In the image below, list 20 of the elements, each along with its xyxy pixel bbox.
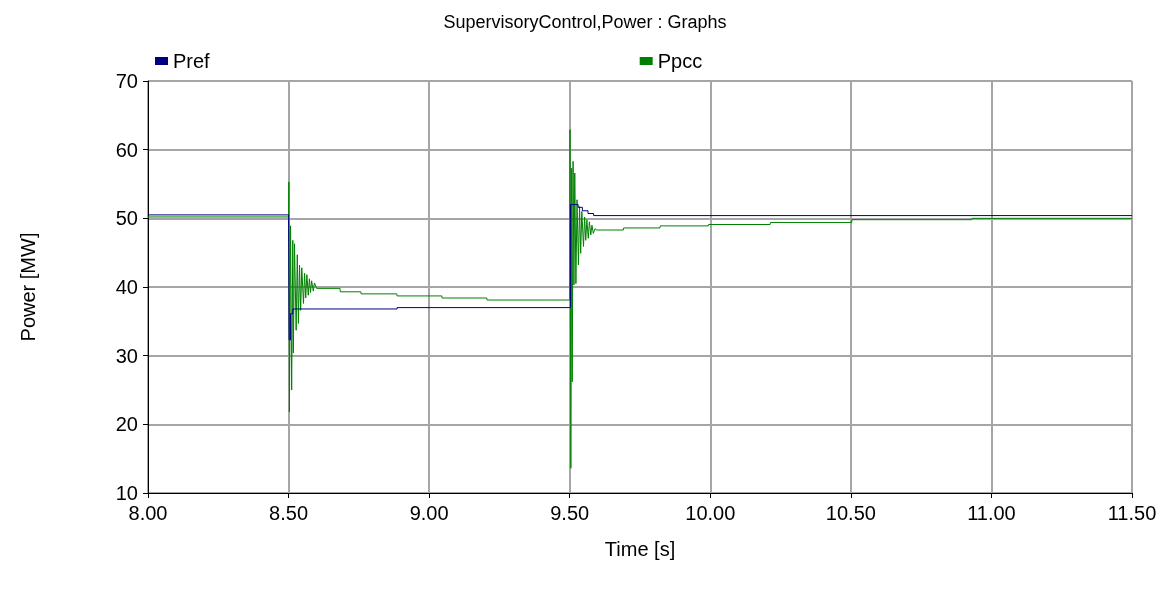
x-tick-label: 11.00 (967, 502, 1016, 524)
y-tick-label: 60 (115, 138, 138, 161)
x-tick-label: 10.50 (825, 502, 876, 524)
legend-label: Pref (173, 50, 211, 72)
y-tick-label: 30 (115, 344, 138, 367)
y-tick-label: 10 (115, 482, 138, 504)
legend-label: Ppcc (657, 50, 703, 72)
x-axis-title: Time [s] (604, 538, 676, 560)
chart-title: SupervisoryControl,Power : Graphs (443, 12, 727, 32)
y-tick-label: 50 (115, 207, 138, 230)
y-axis-title: Power [MW] (17, 232, 39, 342)
x-tick-label: 8.50 (269, 502, 309, 524)
x-tick-label: 10.00 (685, 502, 736, 524)
x-tick-label: 11.50 (1107, 502, 1157, 524)
x-tick-label: 9.00 (409, 502, 449, 524)
y-tick-label: 70 (115, 70, 138, 92)
y-tick-label: 40 (115, 276, 138, 298)
y-tick-label: 20 (115, 413, 138, 436)
x-tick-label: 9.50 (550, 502, 590, 524)
x-tick-label: 8.00 (128, 502, 168, 524)
